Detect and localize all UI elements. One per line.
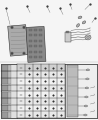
Bar — [29, 45, 33, 47]
Bar — [2, 98, 8, 104]
Circle shape — [23, 26, 25, 28]
Ellipse shape — [76, 24, 80, 27]
Ellipse shape — [85, 35, 91, 40]
Bar — [17, 78, 65, 84]
Bar — [29, 56, 33, 58]
Bar — [34, 51, 38, 53]
Bar — [39, 45, 43, 47]
Bar — [8, 112, 11, 118]
Bar — [65, 64, 97, 118]
Bar — [17, 91, 65, 98]
Circle shape — [23, 52, 25, 54]
Ellipse shape — [82, 21, 86, 24]
Bar — [39, 29, 43, 31]
Ellipse shape — [84, 114, 87, 116]
Bar — [34, 40, 38, 42]
Bar — [17, 111, 65, 118]
Bar — [8, 78, 11, 84]
Bar — [67, 31, 68, 33]
Bar — [8, 91, 11, 98]
Ellipse shape — [86, 69, 90, 71]
Bar — [66, 31, 67, 33]
Bar — [29, 29, 33, 31]
Bar — [17, 64, 65, 71]
Bar — [2, 112, 8, 118]
Bar — [2, 85, 8, 91]
Ellipse shape — [85, 96, 88, 98]
Bar — [17, 105, 65, 111]
Bar — [8, 85, 11, 91]
Ellipse shape — [86, 78, 89, 80]
Bar — [17, 84, 65, 91]
Bar — [2, 71, 8, 78]
Bar — [2, 105, 8, 111]
Bar — [1, 64, 97, 118]
Bar — [68, 31, 69, 33]
Bar — [34, 45, 38, 47]
Bar — [67, 65, 78, 117]
Bar — [2, 78, 8, 84]
Bar — [34, 56, 38, 58]
Bar — [8, 98, 11, 104]
Bar — [65, 32, 71, 42]
Bar — [17, 71, 65, 78]
Bar — [29, 51, 33, 53]
Bar — [8, 71, 11, 78]
Polygon shape — [8, 25, 28, 56]
Bar — [8, 65, 11, 71]
Bar — [39, 56, 43, 58]
Circle shape — [11, 26, 13, 28]
Bar — [39, 34, 43, 36]
Ellipse shape — [84, 105, 88, 107]
Bar — [39, 51, 43, 53]
Ellipse shape — [78, 16, 82, 19]
Polygon shape — [26, 26, 46, 62]
Ellipse shape — [85, 87, 89, 89]
Bar — [2, 65, 8, 71]
Bar — [8, 105, 11, 111]
Bar — [1, 64, 17, 118]
Bar — [2, 91, 8, 98]
Bar — [17, 98, 65, 105]
Bar — [29, 34, 33, 36]
Ellipse shape — [87, 36, 89, 39]
Bar — [34, 29, 38, 31]
Circle shape — [11, 52, 13, 54]
Bar — [29, 40, 33, 42]
Bar — [39, 40, 43, 42]
Bar — [34, 34, 38, 36]
